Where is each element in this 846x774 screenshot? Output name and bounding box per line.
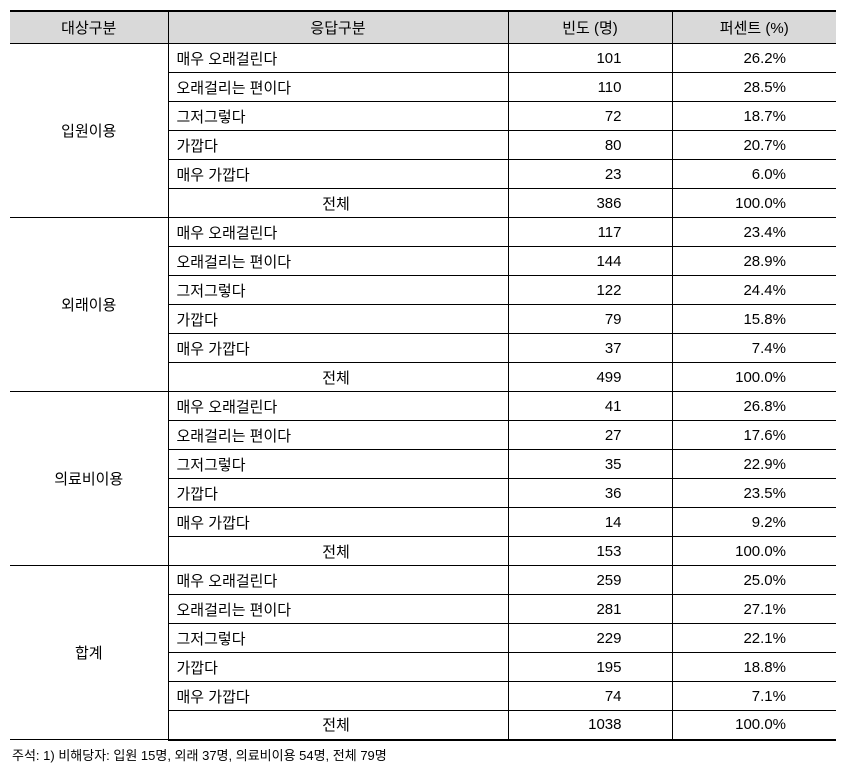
total-frequency-cell: 153 xyxy=(508,537,672,566)
response-cell: 매우 오래걸린다 xyxy=(168,218,508,247)
percent-cell: 15.8% xyxy=(672,305,836,334)
frequency-cell: 195 xyxy=(508,653,672,682)
response-cell: 매우 오래걸린다 xyxy=(168,44,508,73)
table-row: 외래이용매우 오래걸린다11723.4% xyxy=(10,218,836,247)
percent-cell: 28.9% xyxy=(672,247,836,276)
response-cell: 매우 오래걸린다 xyxy=(168,392,508,421)
frequency-cell: 79 xyxy=(508,305,672,334)
frequency-cell: 122 xyxy=(508,276,672,305)
header-response: 응답구분 xyxy=(168,11,508,44)
response-cell: 그저그렇다 xyxy=(168,102,508,131)
total-percent-cell: 100.0% xyxy=(672,711,836,740)
frequency-cell: 80 xyxy=(508,131,672,160)
percent-cell: 23.5% xyxy=(672,479,836,508)
response-cell: 그저그렇다 xyxy=(168,276,508,305)
response-cell: 매우 가깝다 xyxy=(168,682,508,711)
response-cell: 그저그렇다 xyxy=(168,450,508,479)
frequency-cell: 36 xyxy=(508,479,672,508)
percent-cell: 9.2% xyxy=(672,508,836,537)
response-cell: 매우 오래걸린다 xyxy=(168,566,508,595)
frequency-cell: 117 xyxy=(508,218,672,247)
frequency-cell: 23 xyxy=(508,160,672,189)
frequency-cell: 14 xyxy=(508,508,672,537)
percent-cell: 22.1% xyxy=(672,624,836,653)
frequency-cell: 41 xyxy=(508,392,672,421)
category-cell: 외래이용 xyxy=(10,218,168,392)
table-body: 입원이용매우 오래걸린다10126.2%오래걸리는 편이다11028.5%그저그… xyxy=(10,44,836,740)
percent-cell: 25.0% xyxy=(672,566,836,595)
table-header-row: 대상구분 응답구분 빈도 (명) 퍼센트 (%) xyxy=(10,11,836,44)
percent-cell: 6.0% xyxy=(672,160,836,189)
frequency-cell: 101 xyxy=(508,44,672,73)
total-label-cell: 전체 xyxy=(168,711,508,740)
frequency-cell: 259 xyxy=(508,566,672,595)
frequency-cell: 72 xyxy=(508,102,672,131)
category-cell: 합계 xyxy=(10,566,168,740)
response-cell: 가깝다 xyxy=(168,479,508,508)
response-cell: 가깝다 xyxy=(168,653,508,682)
total-frequency-cell: 1038 xyxy=(508,711,672,740)
percent-cell: 26.8% xyxy=(672,392,836,421)
response-cell: 오래걸리는 편이다 xyxy=(168,595,508,624)
frequency-cell: 27 xyxy=(508,421,672,450)
percent-cell: 7.1% xyxy=(672,682,836,711)
percent-cell: 22.9% xyxy=(672,450,836,479)
total-percent-cell: 100.0% xyxy=(672,189,836,218)
percent-cell: 7.4% xyxy=(672,334,836,363)
response-cell: 오래걸리는 편이다 xyxy=(168,73,508,102)
frequency-cell: 229 xyxy=(508,624,672,653)
total-frequency-cell: 386 xyxy=(508,189,672,218)
total-percent-cell: 100.0% xyxy=(672,537,836,566)
frequency-cell: 37 xyxy=(508,334,672,363)
category-cell: 입원이용 xyxy=(10,44,168,218)
percent-cell: 27.1% xyxy=(672,595,836,624)
response-cell: 매우 가깝다 xyxy=(168,160,508,189)
frequency-cell: 35 xyxy=(508,450,672,479)
percent-cell: 18.7% xyxy=(672,102,836,131)
percent-cell: 28.5% xyxy=(672,73,836,102)
frequency-cell: 144 xyxy=(508,247,672,276)
response-cell: 오래걸리는 편이다 xyxy=(168,247,508,276)
percent-cell: 20.7% xyxy=(672,131,836,160)
percent-cell: 23.4% xyxy=(672,218,836,247)
table-row: 합계매우 오래걸린다25925.0% xyxy=(10,566,836,595)
table-row: 의료비이용매우 오래걸린다4126.8% xyxy=(10,392,836,421)
total-label-cell: 전체 xyxy=(168,189,508,218)
response-cell: 가깝다 xyxy=(168,131,508,160)
response-cell: 그저그렇다 xyxy=(168,624,508,653)
total-percent-cell: 100.0% xyxy=(672,363,836,392)
percent-cell: 24.4% xyxy=(672,276,836,305)
frequency-cell: 110 xyxy=(508,73,672,102)
footnote: 주석: 1) 비해당자: 입원 15명, 외래 37명, 의료비이용 54명, … xyxy=(10,745,836,764)
percent-cell: 18.8% xyxy=(672,653,836,682)
total-frequency-cell: 499 xyxy=(508,363,672,392)
percent-cell: 17.6% xyxy=(672,421,836,450)
header-percent: 퍼센트 (%) xyxy=(672,11,836,44)
response-cell: 매우 가깝다 xyxy=(168,508,508,537)
frequency-cell: 281 xyxy=(508,595,672,624)
response-cell: 오래걸리는 편이다 xyxy=(168,421,508,450)
header-frequency: 빈도 (명) xyxy=(508,11,672,44)
data-table: 대상구분 응답구분 빈도 (명) 퍼센트 (%) 입원이용매우 오래걸린다101… xyxy=(10,10,836,741)
percent-cell: 26.2% xyxy=(672,44,836,73)
frequency-cell: 74 xyxy=(508,682,672,711)
category-cell: 의료비이용 xyxy=(10,392,168,566)
table-row: 입원이용매우 오래걸린다10126.2% xyxy=(10,44,836,73)
header-category: 대상구분 xyxy=(10,11,168,44)
response-cell: 매우 가깝다 xyxy=(168,334,508,363)
response-cell: 가깝다 xyxy=(168,305,508,334)
total-label-cell: 전체 xyxy=(168,363,508,392)
total-label-cell: 전체 xyxy=(168,537,508,566)
